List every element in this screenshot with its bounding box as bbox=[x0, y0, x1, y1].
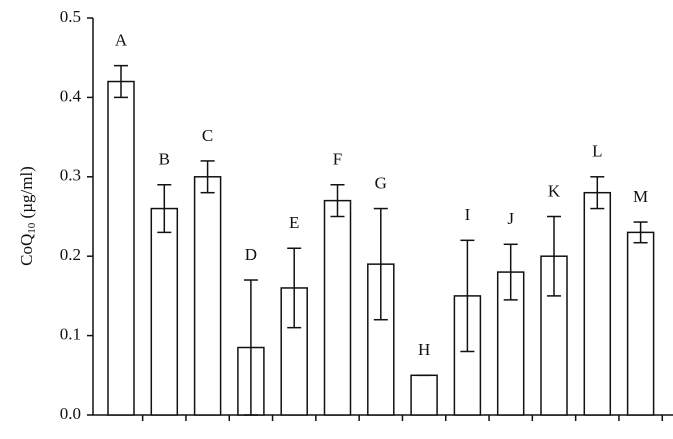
category-label: M bbox=[633, 187, 648, 206]
category-label: H bbox=[418, 340, 430, 359]
bar bbox=[583, 191, 612, 416]
error-bar bbox=[287, 247, 302, 329]
category-label: B bbox=[159, 150, 170, 169]
category-label: G bbox=[375, 173, 387, 192]
bar bbox=[453, 295, 482, 416]
category-label: L bbox=[592, 142, 602, 161]
error-bar bbox=[114, 64, 128, 99]
error-bar bbox=[157, 183, 172, 234]
category-label: F bbox=[333, 150, 342, 169]
error-bar bbox=[330, 183, 345, 218]
error-bar bbox=[373, 207, 388, 321]
category-label: K bbox=[548, 181, 561, 200]
error-bar bbox=[590, 176, 605, 210]
category-label: A bbox=[115, 31, 128, 50]
category-label: E bbox=[289, 213, 299, 232]
y-tick-label: 0.1 bbox=[60, 325, 81, 344]
bar bbox=[150, 207, 179, 416]
y-label-main: CoQ bbox=[17, 234, 36, 266]
error-bar bbox=[547, 215, 561, 297]
error-bar bbox=[633, 221, 648, 244]
error-bar bbox=[200, 160, 215, 194]
error-bar bbox=[503, 243, 518, 301]
y-tick-label: 0.3 bbox=[60, 166, 81, 185]
y-label-unit: (µg/ml) bbox=[17, 166, 36, 218]
category-label: C bbox=[202, 126, 213, 145]
y-tick-label: 0.2 bbox=[60, 245, 81, 264]
y-tick-label: 0.4 bbox=[60, 86, 82, 105]
y-axis-label: CoQ10 (µg/ml) bbox=[17, 166, 38, 266]
bar bbox=[410, 374, 438, 416]
error-bar bbox=[243, 279, 258, 416]
bar bbox=[107, 80, 135, 416]
bar bbox=[193, 176, 222, 416]
y-label-sub: 10 bbox=[26, 222, 38, 234]
category-label: J bbox=[507, 209, 514, 228]
y-tick-label: 0.5 bbox=[60, 7, 81, 26]
y-tick-label: 0.0 bbox=[60, 404, 81, 423]
category-label: D bbox=[245, 245, 257, 264]
category-label: I bbox=[465, 205, 471, 224]
bar bbox=[626, 231, 655, 416]
bar bbox=[323, 199, 352, 416]
error-bar bbox=[460, 239, 475, 353]
